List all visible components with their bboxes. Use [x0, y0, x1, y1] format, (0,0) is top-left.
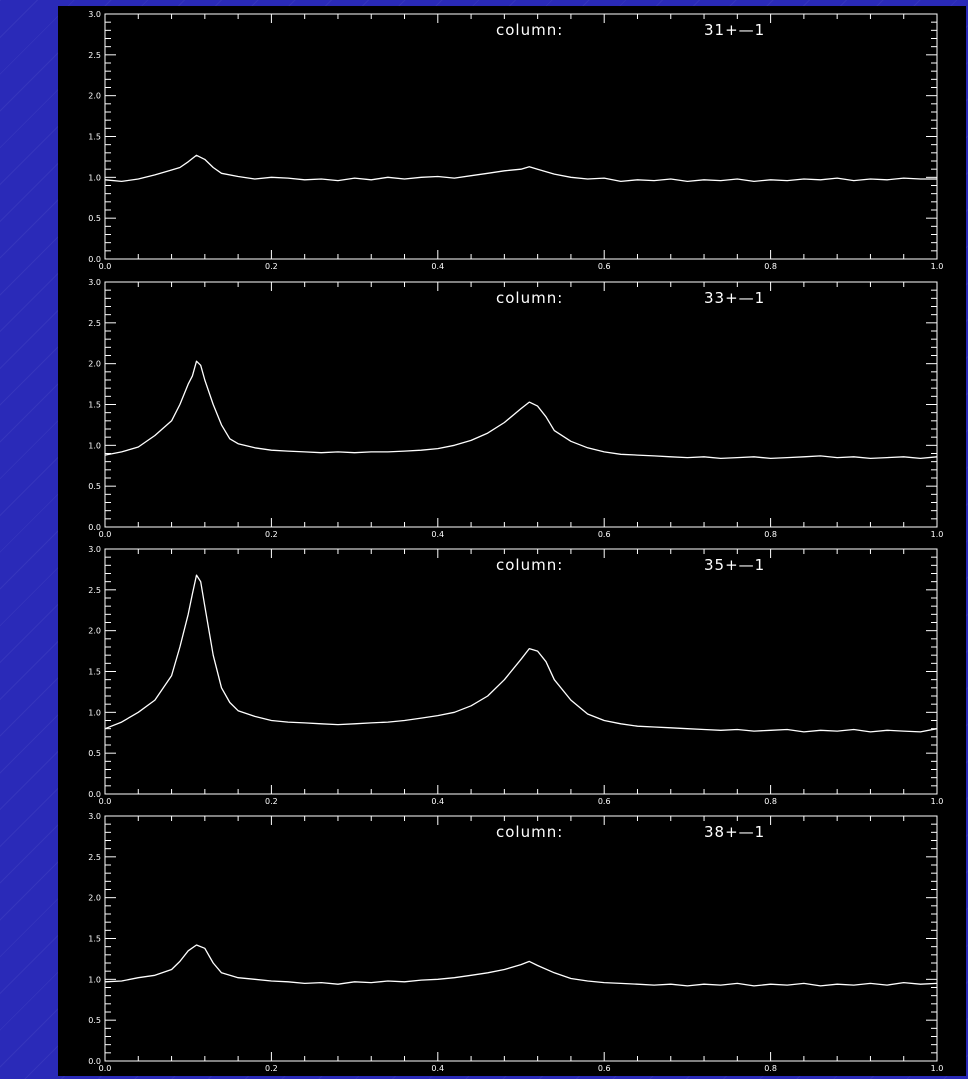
x-tick-label: 0.4: [431, 530, 444, 539]
x-tick-label: 0.6: [598, 797, 611, 806]
y-tick-label: 2.0: [88, 894, 101, 903]
column-value: 33+—1: [704, 289, 765, 307]
y-tick-label: 0.5: [88, 1016, 101, 1025]
series-line: [104, 360, 938, 460]
x-tick-label: 1.0: [931, 262, 944, 271]
x-tick-label: 0.8: [764, 262, 777, 271]
x-tick-label: 0.0: [99, 1064, 112, 1073]
column-label: column:: [496, 823, 563, 841]
y-tick-label: 2.5: [88, 51, 101, 60]
plot-frame: [104, 548, 938, 795]
y-tick-label: 1.5: [88, 133, 101, 142]
y-tick-label: 3.0: [88, 10, 101, 19]
x-tick-label: 0.0: [99, 530, 112, 539]
x-tick-label: 0.2: [265, 1064, 278, 1073]
y-tick-label: 0.0: [88, 255, 101, 264]
y-tick-label: 0.5: [88, 482, 101, 491]
x-tick-label: 0.8: [764, 797, 777, 806]
x-tick-label: 0.0: [99, 262, 112, 271]
y-tick-label: 0.0: [88, 790, 101, 799]
series-line: [104, 154, 937, 183]
y-tick-label: 3.0: [88, 278, 101, 287]
y-tick-label: 1.0: [88, 441, 101, 450]
y-tick-label: 2.0: [88, 92, 101, 101]
x-tick-label: 1.0: [931, 797, 944, 806]
y-tick-label: 2.0: [88, 360, 101, 369]
y-tick-label: 0.5: [88, 214, 101, 223]
column-value: 38+—1: [704, 823, 765, 841]
column-value: 31+—1: [704, 21, 765, 39]
y-tick-label: 2.5: [88, 319, 101, 328]
chart-panel-2: 0.0 0.2 0.4 0.6 0.8 1.0 0.0 0.5 1.0 1.5 2.0 2.5 3.0 c…: [88, 278, 944, 539]
x-tick-label: 1.0: [931, 1064, 944, 1073]
y-tick-label: 1.0: [88, 708, 101, 717]
x-tick-label: 0.6: [598, 262, 611, 271]
column-value: 35+—1: [704, 556, 765, 574]
y-tick-label: 3.0: [88, 812, 101, 821]
x-tick-label: 0.0: [99, 797, 112, 806]
y-tick-label: 1.5: [88, 668, 101, 677]
y-tick-label: 0.0: [88, 523, 101, 532]
x-tick-label: 0.4: [431, 1064, 444, 1073]
column-label: column:: [496, 21, 563, 39]
chart-panel-4: 0.0 0.2 0.4 0.6 0.8 1.0 0.0 0.5 1.0 1.5 2.0 2.5 3.0 c…: [88, 812, 944, 1073]
x-tick-label: 0.6: [598, 530, 611, 539]
plot-frame: [104, 13, 938, 260]
y-tick-label: 0.5: [88, 749, 101, 758]
y-tick-label: 2.5: [88, 853, 101, 862]
chart-panel-1: 0.0 0.2 0.4 0.6 0.8 1.0 0.0 0.5 1.0 1.5 2.0 2.5 3.0 c…: [88, 10, 944, 271]
x-tick-label: 1.0: [931, 530, 944, 539]
y-tick-label: 2.0: [88, 627, 101, 636]
x-tick-label: 0.4: [431, 262, 444, 271]
column-label: column:: [496, 556, 563, 574]
series-line: [104, 574, 938, 733]
chart-panel-3: 0.0 0.2 0.4 0.6 0.8 1.0 0.0 0.5 1.0 1.5 2.0 2.5 3.0 c…: [88, 545, 944, 806]
y-tick-label: 1.5: [88, 935, 101, 944]
x-tick-label: 0.2: [265, 797, 278, 806]
x-tick-label: 0.4: [431, 797, 444, 806]
column-label: column:: [496, 289, 563, 307]
series-line: [104, 944, 938, 987]
y-tick-label: 1.0: [88, 975, 101, 984]
y-tick-label: 2.5: [88, 586, 101, 595]
x-tick-label: 0.8: [764, 1064, 777, 1073]
chart-stack: 0.0 0.2 0.4 0.6 0.8 1.0 0.0 0.5 1.0 1.5 2.0 2.5 3.0 c…: [58, 6, 966, 1076]
x-tick-label: 0.6: [598, 1064, 611, 1073]
y-tick-label: 0.0: [88, 1057, 101, 1066]
y-tick-label: 1.5: [88, 401, 101, 410]
plot-frame: [104, 815, 938, 1062]
x-tick-label: 0.2: [265, 530, 278, 539]
y-tick-label: 1.0: [88, 173, 101, 182]
x-tick-label: 0.8: [764, 530, 777, 539]
plot-frame: [104, 281, 938, 528]
y-tick-label: 3.0: [88, 545, 101, 554]
x-tick-label: 0.2: [265, 262, 278, 271]
